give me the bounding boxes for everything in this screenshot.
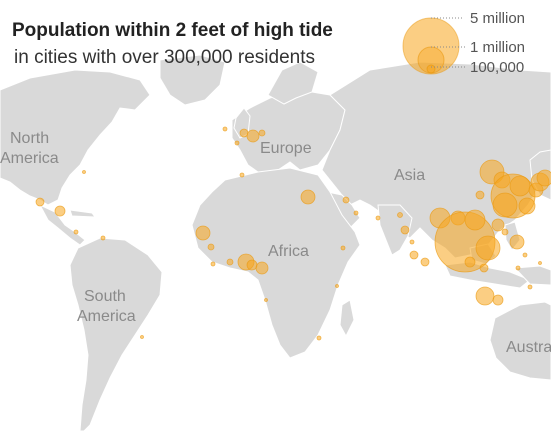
- city-bubble: [73, 229, 79, 235]
- city-bubble: [35, 197, 45, 207]
- region-label-north-america-line2: America: [0, 150, 59, 167]
- city-bubble: [491, 218, 505, 232]
- land-caribbean: [69, 209, 97, 218]
- city-bubble: [226, 258, 234, 266]
- city-bubbles: [35, 126, 551, 341]
- city-bubble: [140, 335, 144, 339]
- city-bubble: [479, 263, 489, 273]
- region-label-australia: Austra: [506, 339, 551, 356]
- city-bubble: [400, 225, 410, 235]
- city-bubble: [316, 335, 322, 341]
- land-north-america: [0, 69, 151, 206]
- city-bubble: [501, 228, 509, 236]
- city-bubble: [234, 140, 240, 146]
- city-bubble: [538, 261, 542, 265]
- land-scandinavia: [267, 61, 319, 105]
- city-bubble: [264, 298, 268, 302]
- city-bubble: [518, 197, 536, 215]
- city-bubble: [536, 169, 551, 187]
- map-title: Population within 2 feet of high tide: [12, 20, 333, 41]
- city-bubble: [239, 172, 245, 178]
- region-label-asia: Asia: [394, 167, 425, 184]
- legend-circle-small: [426, 64, 436, 74]
- city-bubble: [509, 234, 525, 250]
- city-bubble: [222, 126, 228, 132]
- city-bubble: [464, 256, 476, 268]
- city-bubble: [409, 239, 415, 245]
- landmasses: [0, 54, 551, 431]
- city-bubble: [409, 250, 419, 260]
- region-label-north-america-line1: North: [10, 130, 49, 147]
- land-australia: [489, 301, 551, 381]
- city-bubble: [522, 252, 528, 258]
- city-bubble: [246, 259, 258, 271]
- city-bubble: [515, 265, 521, 271]
- city-bubble: [475, 286, 495, 306]
- land-madagascar: [339, 299, 355, 338]
- city-bubble: [342, 196, 350, 204]
- legend: 5 million 1 million 100,000: [402, 10, 525, 76]
- city-bubble: [246, 129, 260, 143]
- city-bubble: [82, 170, 86, 174]
- city-bubble: [375, 215, 381, 221]
- city-bubble: [195, 225, 211, 241]
- land-india: [377, 204, 413, 256]
- city-bubble: [509, 175, 531, 197]
- city-bubble: [492, 294, 504, 306]
- city-bubble: [100, 235, 106, 241]
- city-bubble: [340, 245, 346, 251]
- city-bubble: [420, 257, 430, 267]
- region-labels: North America Europe Asia Africa South A…: [0, 130, 551, 356]
- city-bubble: [397, 212, 403, 218]
- region-label-south-america-line1: South: [84, 288, 126, 305]
- city-bubble: [527, 284, 533, 290]
- region-label-africa: Africa: [268, 243, 309, 260]
- legend-label-5-million: 5 million: [470, 10, 525, 27]
- city-bubble: [210, 261, 216, 267]
- city-bubble: [54, 205, 66, 217]
- region-label-south-america-line2: America: [77, 308, 136, 325]
- legend-label-1-million: 1 million: [470, 39, 525, 56]
- region-label-europe: Europe: [260, 140, 312, 157]
- city-bubble: [255, 261, 269, 275]
- legend-label-100000: 100,000: [470, 59, 524, 76]
- city-bubble: [353, 210, 359, 216]
- land-greenland: [159, 54, 226, 106]
- city-bubble: [475, 235, 501, 261]
- city-bubble: [258, 129, 266, 137]
- city-bubble: [464, 209, 486, 231]
- land-africa: [191, 167, 361, 359]
- city-bubble: [492, 192, 518, 218]
- city-bubble: [335, 284, 339, 288]
- land-south-america: [69, 237, 163, 431]
- map-subtitle: in cities with over 300,000 residents: [14, 47, 315, 68]
- city-bubble: [207, 243, 215, 251]
- land-new-guinea: [513, 265, 551, 286]
- land-central-america: [38, 203, 86, 246]
- city-bubble: [300, 189, 316, 205]
- city-bubble: [475, 190, 485, 200]
